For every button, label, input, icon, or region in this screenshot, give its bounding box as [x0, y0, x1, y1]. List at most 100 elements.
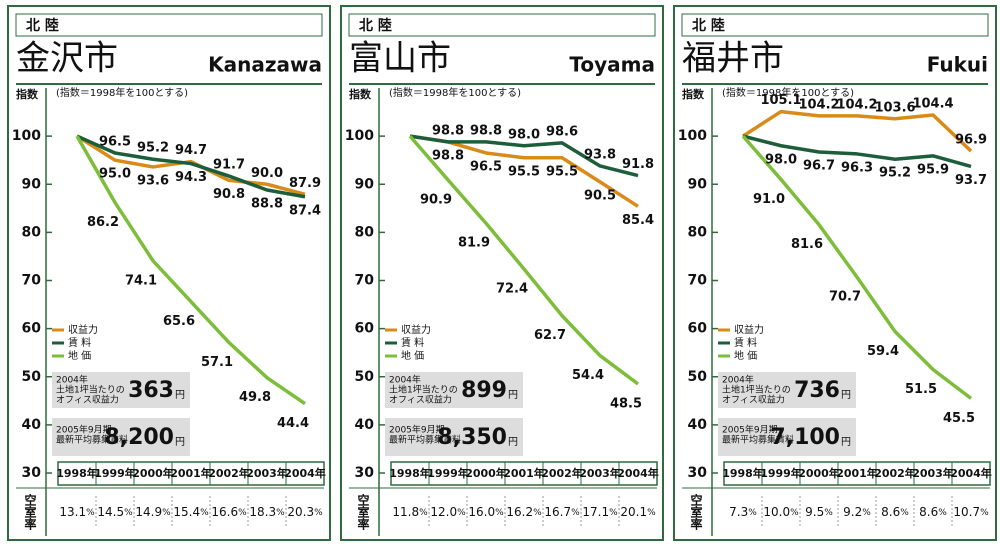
- vacancy-number: 9.5: [805, 505, 824, 519]
- data-label: 104.4: [912, 96, 953, 111]
- data-label: 62.7: [534, 328, 566, 343]
- y-tick-label: 30: [688, 465, 708, 481]
- series-line: [75, 135, 306, 406]
- data-label: 65.6: [163, 314, 195, 329]
- legend-label: 賃 料: [734, 336, 757, 349]
- data-label: 91.8: [622, 157, 654, 172]
- y-tick-label: 40: [688, 417, 708, 433]
- vacancy-value: 17.1%: [582, 505, 618, 519]
- info-text: 最新平均募集賃料: [389, 434, 461, 446]
- x-tick-label: 1999年: [94, 466, 136, 480]
- vacancy-unit: %: [419, 508, 428, 518]
- series-line: [409, 134, 639, 178]
- x-tick-label: 2003年: [246, 466, 288, 480]
- note: (指数＝1998年を100とする): [56, 86, 188, 99]
- x-tick-label: 1999年: [427, 466, 469, 480]
- x-tick-label: 1998年: [722, 466, 764, 480]
- region: 北 陸: [26, 17, 59, 34]
- info-value: 899: [461, 378, 507, 403]
- data-label: 95.5: [546, 164, 578, 179]
- data-label: 105.1: [760, 93, 801, 108]
- info-unit: 円: [508, 437, 518, 448]
- vacancy-unit: %: [571, 508, 580, 518]
- legend-label: 収益力: [68, 323, 98, 336]
- vacancy-number: 12.0: [430, 505, 457, 519]
- data-label: 90.5: [584, 188, 616, 203]
- chart-subtitle: Fukui: [927, 53, 988, 77]
- info-unit: 円: [175, 390, 185, 401]
- vacancy-unit: %: [314, 508, 323, 518]
- vacancy-unit: %: [980, 508, 989, 518]
- data-label: 93.7: [955, 173, 987, 188]
- y-tick-label: 90: [22, 176, 42, 192]
- x-tick-label: 1998年: [56, 466, 98, 480]
- x-tick-label: 2002年: [874, 466, 916, 480]
- chart-title: 金沢市: [16, 39, 118, 79]
- vacancy-value: 9.2%: [843, 505, 871, 519]
- vacancy-unit: %: [276, 508, 285, 518]
- vacancy-value: 7.3%: [729, 505, 757, 519]
- vacancy-value: 20.3%: [287, 505, 323, 519]
- vacancy-value: 14.5%: [97, 505, 133, 519]
- data-label: 90.9: [420, 192, 452, 207]
- vacancy-unit: %: [790, 508, 799, 518]
- data-label: 87.9: [289, 176, 321, 191]
- data-label: 95.0: [99, 167, 131, 182]
- note: (指数＝1998年を100とする): [722, 86, 854, 99]
- info-unit: 円: [175, 437, 185, 448]
- panel: [7, 5, 331, 541]
- vacancy-value: 16.0%: [468, 505, 504, 519]
- vacancy-value: 8.6%: [919, 505, 947, 519]
- data-label: 59.4: [867, 344, 899, 359]
- vacancy-number: 14.5: [97, 505, 124, 519]
- info-box: [385, 372, 523, 408]
- chart-subtitle: Kanazawa: [208, 53, 322, 77]
- data-label: 90.0: [251, 166, 283, 181]
- data-label: 104.2: [836, 97, 877, 112]
- vacancy-number: 20.3: [287, 505, 314, 519]
- data-label: 93.8: [584, 147, 616, 162]
- vacancy-unit: %: [238, 508, 247, 518]
- legend-label: 賃 料: [68, 336, 91, 349]
- year-row: [57, 461, 325, 486]
- y-tick-label: 100: [12, 128, 41, 144]
- info-text: 2005年9月期: [389, 424, 445, 436]
- y-tick-label: 70: [688, 273, 708, 289]
- data-label: 93.6: [137, 173, 169, 188]
- legend-label: 賃 料: [401, 336, 424, 349]
- data-label: 103.6: [874, 100, 915, 115]
- x-tick-label: 2004年: [284, 466, 326, 480]
- y-tick-label: 40: [22, 417, 42, 433]
- data-label: 81.9: [458, 236, 490, 251]
- vacancy-number: 17.1: [582, 505, 609, 519]
- vacancy-unit: %: [900, 508, 909, 518]
- data-label: 96.5: [470, 159, 502, 174]
- vacancy-unit: %: [938, 508, 947, 518]
- vacancy-unit: %: [86, 508, 95, 518]
- vacancy-value: 10.0%: [763, 505, 799, 519]
- data-label: 98.8: [432, 148, 464, 163]
- chart-subtitle: Toyama: [569, 53, 655, 77]
- vacancy-unit: %: [533, 508, 542, 518]
- data-label: 51.5: [905, 382, 937, 397]
- data-label: 94.3: [175, 170, 207, 185]
- y-tick-label: 40: [355, 417, 375, 433]
- vacancy-value: 13.1%: [59, 505, 95, 519]
- y-tick-label: 60: [355, 321, 375, 337]
- data-label: 98.8: [470, 123, 502, 138]
- info-unit: 円: [841, 390, 851, 401]
- vacancy-number: 9.2: [843, 505, 862, 519]
- y-tick-label: 70: [355, 273, 375, 289]
- vacancy-number: 13.1: [59, 505, 86, 519]
- data-label: 91.7: [213, 158, 245, 173]
- vacancy-unit: %: [748, 508, 757, 518]
- info-text: 土地1坪当たりの: [389, 384, 458, 396]
- y-tick-label: 90: [355, 176, 375, 192]
- data-label: 98.0: [765, 152, 797, 167]
- y-tick-label: 90: [688, 176, 708, 192]
- info-unit: 円: [841, 437, 851, 448]
- chart-title: 福井市: [682, 39, 784, 79]
- vacancy-value: 8.6%: [881, 505, 909, 519]
- vacancy-number: 15.4: [173, 505, 200, 519]
